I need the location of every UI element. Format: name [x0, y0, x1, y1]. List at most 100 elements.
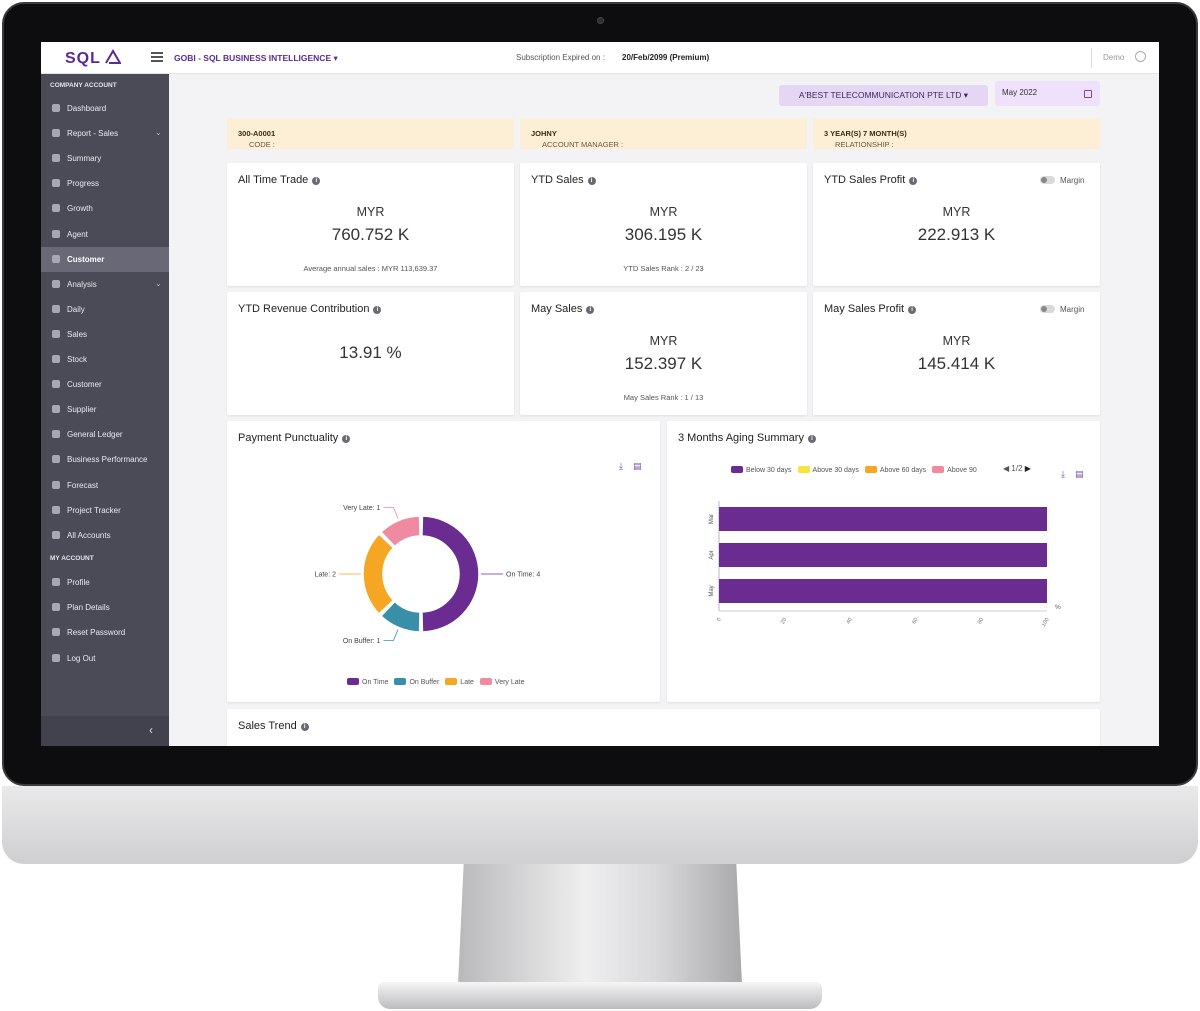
sidebar-collapse-button[interactable]: ‹ [41, 716, 169, 746]
card-may-sales: May Sales i MYR 152.397 K May Sales Rank … [520, 292, 807, 415]
sidebar-item-progress[interactable]: Progress [41, 171, 169, 196]
info-icon[interactable]: i [908, 306, 917, 314]
sidebar-item-forecast[interactable]: Forecast [41, 473, 169, 498]
bar-apr[interactable] [719, 543, 1047, 567]
sidebar-item-label: Business Performance [67, 455, 148, 464]
legend-label: Above 90 [947, 467, 977, 474]
period-picker[interactable]: May 2022 [995, 81, 1100, 106]
chart-title: 3 Months Aging Summary i [678, 432, 816, 444]
sidebar-item-agent[interactable]: Agent [41, 222, 169, 247]
legend-label: Above 30 days [812, 467, 859, 474]
kpi-value: 306.195 K [624, 225, 703, 244]
info-code: CODE : 300-A0001 [227, 118, 514, 149]
sidebar-item-sales[interactable]: Sales [41, 322, 169, 347]
sidebar-item-daily[interactable]: Daily [41, 297, 169, 322]
y-tick-label: May [709, 585, 715, 596]
download-icon[interactable]: ⤓ [619, 461, 623, 471]
legend-label: On Buffer [409, 679, 440, 686]
sidebar-item-log-out[interactable]: Log Out [41, 646, 169, 671]
legend-item[interactable]: On Buffer [394, 678, 439, 686]
sidebar-item-label: Dashboard [67, 104, 107, 113]
sidebar-item-all-accounts[interactable]: All Accounts [41, 523, 169, 548]
sidebar-item-business-performance[interactable]: Business Performance [41, 447, 169, 472]
info-icon[interactable]: i [807, 435, 816, 443]
legend-item[interactable]: Very Late [479, 678, 525, 686]
legend-label: Above 60 days [879, 467, 927, 474]
sidebar-item-dashboard[interactable]: Dashboard [41, 96, 169, 121]
sidebar-item-label: Customer [67, 380, 102, 389]
legend-swatch [394, 678, 407, 685]
info-relationship: RELATIONSHIP : 3 YEAR(S) 7 MONTH(S) [813, 118, 1100, 149]
legend-item[interactable]: Above 90 [932, 466, 977, 474]
sidebar-item-growth[interactable]: Growth [41, 196, 169, 221]
sidebar-item-label: Analysis [67, 280, 97, 289]
sidebar-item-label: Project Tracker [67, 506, 121, 515]
user-avatar-icon[interactable] [1135, 51, 1146, 62]
info-icon[interactable]: i [586, 306, 595, 314]
download-icon[interactable]: ⤓ [1061, 469, 1065, 479]
legend-item[interactable]: On Time [347, 678, 388, 686]
donut-slice-on-time[interactable] [421, 515, 480, 633]
legend-item[interactable]: Above 30 days [797, 466, 859, 474]
info-icon[interactable]: i [300, 723, 309, 731]
company-select[interactable]: A'BEST TELECOMMUNICATION PTE LTD ▾ [779, 85, 988, 106]
sidebar-item-label: Report - Sales [67, 129, 119, 138]
sidebar-item-plan-details[interactable]: Plan Details [41, 595, 169, 620]
x-unit-label: % [1055, 604, 1061, 611]
kpi-value: 13.91 % [339, 343, 402, 362]
camera-dot [597, 17, 604, 24]
donut-slice-on-buffer[interactable] [379, 600, 421, 633]
legend-item[interactable]: Above 60 days [864, 466, 927, 474]
sidebar-item-profile[interactable]: Profile [41, 570, 169, 595]
sidebar-item-label: Plan Details [67, 603, 110, 612]
donut-slice-late[interactable] [362, 532, 395, 616]
bar-mar[interactable] [719, 507, 1047, 531]
sidebar-item-label: Summary [67, 154, 102, 163]
sidebar-item-project-tracker[interactable]: Project Tracker [41, 498, 169, 523]
bar-may[interactable] [719, 579, 1047, 603]
legend-label: Late [460, 679, 474, 686]
sidebar-item-customer[interactable]: Customer [41, 247, 169, 272]
sidebar-item-supplier[interactable]: Supplier [41, 397, 169, 422]
margin-toggle[interactable] [1040, 305, 1055, 313]
donut-slice-very-late[interactable] [379, 515, 421, 548]
x-tick-label: 80 [977, 617, 985, 625]
sidebar-item-stock[interactable]: Stock [41, 347, 169, 372]
top-bar: SQL GOBI - SQL BUSINESS INTELLIGENCE ▾ S… [41, 42, 1159, 74]
info-icon[interactable]: i [587, 177, 596, 185]
legend-pager[interactable]: ◀ 1/2 ▶ [1003, 464, 1031, 473]
info-icon[interactable]: i [373, 306, 382, 314]
sidebar-item-label: Daily [67, 305, 85, 314]
legend-swatch [932, 466, 945, 473]
slice-label: Very Late: 1 [343, 505, 380, 512]
legend-item[interactable]: Below 30 days [731, 466, 792, 474]
sidebar-item-general-ledger[interactable]: General Ledger [41, 422, 169, 447]
chevron-left-icon: ‹ [149, 723, 153, 737]
sidebar-item-reset-password[interactable]: Reset Password [41, 620, 169, 645]
info-icon[interactable]: i [909, 177, 918, 185]
legend-item[interactable]: Late [445, 678, 474, 686]
sidebar-item-customer[interactable]: Customer [41, 372, 169, 397]
document-icon[interactable]: ▤ [633, 461, 642, 471]
currency: MYR [356, 205, 385, 219]
app-switcher[interactable]: GOBI - SQL BUSINESS INTELLIGENCE ▾ [174, 53, 338, 63]
kpi-value: 760.752 K [331, 225, 410, 244]
kpi-note: YTD Sales Rank : 2 / 23 [623, 264, 704, 273]
sidebar-item-icon [52, 628, 60, 636]
menu-icon[interactable] [151, 52, 163, 62]
chevron-down-icon: ⌄ [155, 128, 162, 137]
sidebar-item-icon [52, 355, 60, 363]
sidebar-item-icon [52, 179, 60, 187]
user-name[interactable]: Demo [1103, 53, 1125, 62]
sidebar-item-analysis[interactable]: Analysis ⌄ [41, 272, 169, 297]
info-icon[interactable]: i [342, 435, 351, 443]
info-icon[interactable]: i [312, 177, 321, 185]
chart-legend: Below 30 days Above 30 days Above 60 days A… [731, 466, 983, 474]
document-icon[interactable]: ▤ [1075, 469, 1084, 479]
monitor-chin [2, 786, 1198, 864]
sidebar-item-report-sales[interactable]: Report - Sales ⌄ [41, 121, 169, 146]
legend-label: On Time [362, 679, 389, 686]
calendar-icon [1084, 90, 1092, 98]
margin-toggle[interactable] [1040, 176, 1055, 184]
sidebar-item-summary[interactable]: Summary [41, 146, 169, 171]
